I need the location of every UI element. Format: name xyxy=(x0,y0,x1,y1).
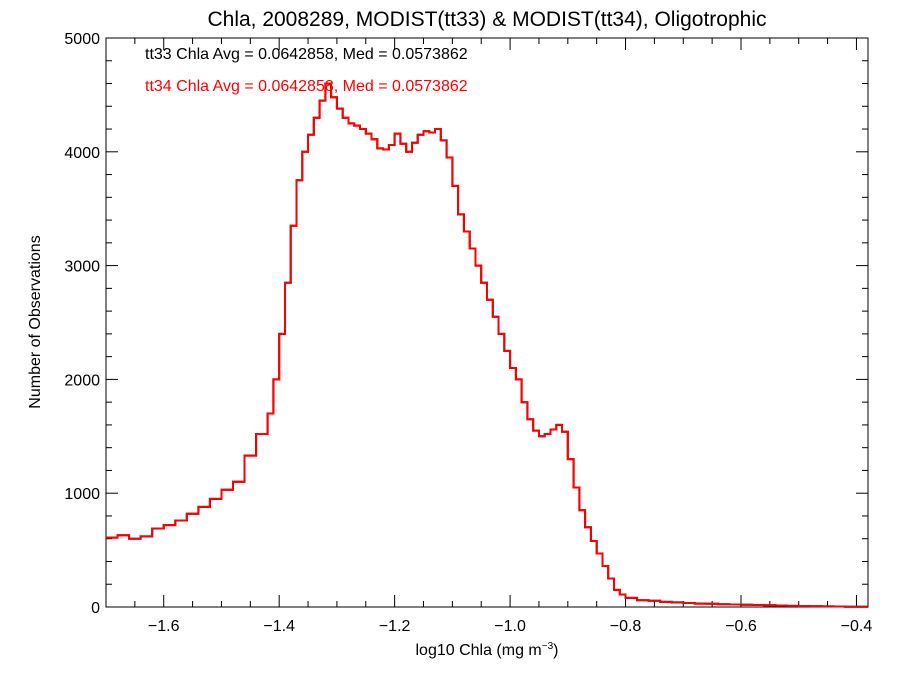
y-tick-label-5: 5000 xyxy=(64,31,100,48)
y-tick-label-0: 0 xyxy=(91,600,100,617)
y-tick-label-1: 1000 xyxy=(64,486,100,503)
x-tick-label-0: −1.6 xyxy=(148,618,180,635)
x-tick-label-2: −1.2 xyxy=(379,618,411,635)
x-tick-label-1: −1.4 xyxy=(263,618,295,635)
x-tick-label-5: −0.6 xyxy=(725,618,757,635)
x-axis-label-exponent: −3 xyxy=(542,641,554,652)
annotation-tt34: tt34 Chla Avg = 0.0642858, Med = 0.05738… xyxy=(145,78,468,95)
x-tick-label-3: −1.0 xyxy=(494,618,526,635)
chart-title: Chla, 2008289, MODIST(tt33) & MODIST(tt3… xyxy=(207,8,766,31)
x-axis-label: log10 Chla (mg m−3) xyxy=(415,641,558,659)
x-tick-label-6: −0.4 xyxy=(841,618,873,635)
x-axis-label-text: log10 Chla (mg m xyxy=(415,642,541,659)
x-tick-label-4: −0.8 xyxy=(610,618,642,635)
series-tt34-line xyxy=(106,82,868,608)
y-tick-label-3: 3000 xyxy=(64,259,100,276)
y-tick-label-2: 2000 xyxy=(64,372,100,389)
plot-frame xyxy=(105,37,869,608)
x-axis-label-suffix: ) xyxy=(553,642,558,659)
histogram-series xyxy=(106,82,868,608)
annotation-tt33: tt33 Chla Avg = 0.0642858, Med = 0.05738… xyxy=(145,46,468,63)
axis-ticks xyxy=(105,37,868,608)
tick-labels: −1.6 −1.4 −1.2 −1.0 −0.8 −0.6 −0.4 0 1000 2000 300… xyxy=(64,31,872,635)
y-axis-label: Number of Observations xyxy=(27,235,44,408)
y-tick-label-4: 4000 xyxy=(64,145,100,162)
